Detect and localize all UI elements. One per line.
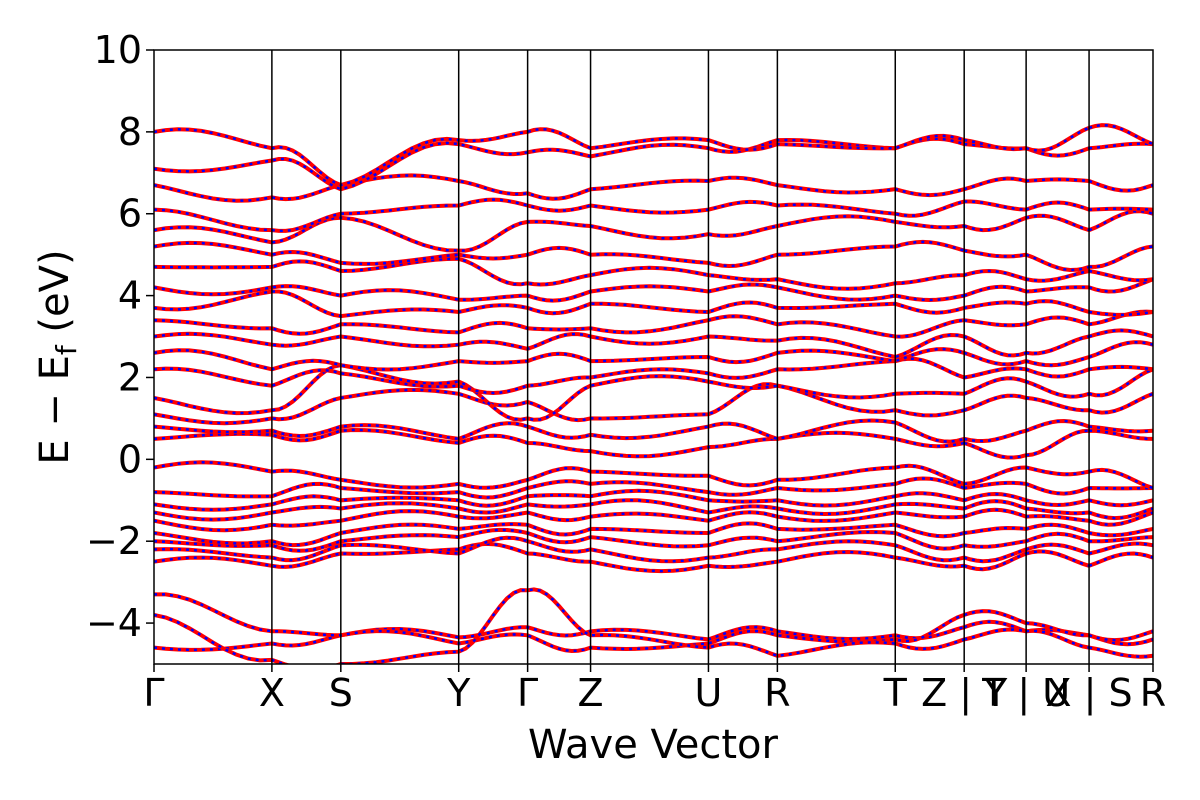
y-tick-label: 4 — [118, 274, 142, 318]
band-11-dotted — [154, 461, 1153, 490]
bands-layer — [154, 123, 1153, 664]
band-5-dotted — [154, 528, 1153, 553]
kpoint-label: U — [695, 671, 723, 715]
y-axis-label-main: E − E — [32, 355, 78, 465]
band-25-line — [154, 197, 1153, 233]
kpoint-label: Γ — [517, 671, 538, 715]
band-26-dotted — [154, 174, 1153, 202]
kpoint-label: X | S — [1046, 671, 1133, 716]
band-0-line — [154, 619, 1153, 652]
y-tick-label: 0 — [118, 437, 142, 481]
band-1-dotted — [154, 593, 1153, 653]
band-7-dotted — [154, 508, 1153, 532]
band-13-line — [154, 418, 1153, 444]
band-23-dotted — [154, 240, 1153, 272]
band-20-line — [154, 289, 1153, 319]
band-9-dotted — [154, 489, 1153, 512]
kpoint-lines — [271, 50, 1090, 664]
band-18-dotted — [154, 329, 1153, 359]
band-21-dotted — [154, 278, 1153, 302]
kpoint-label: Γ — [143, 671, 164, 715]
y-tick-label: −4 — [86, 601, 142, 645]
band-15-dotted — [154, 363, 1153, 422]
y-ticks: −4 −2 0 2 4 6 8 10 — [86, 28, 154, 645]
kpoint-label: Z | Y — [921, 671, 1008, 716]
band-6-dotted — [154, 522, 1153, 547]
band-17-dotted — [154, 340, 1153, 371]
y-tick-label: 10 — [94, 28, 142, 72]
kpoint-label: S — [329, 671, 353, 715]
kpoint-label: T — [883, 671, 908, 715]
kpoint-label: T | U — [981, 671, 1070, 716]
x-axis-label: Wave Vector — [528, 722, 779, 768]
band-10-dotted — [154, 477, 1153, 499]
y-axis-label-unit: (eV) — [32, 249, 78, 345]
band-28-dotted — [154, 123, 1153, 187]
y-tick-label: −2 — [86, 519, 142, 563]
band-4-line — [154, 535, 1153, 564]
band-21-line — [154, 277, 1153, 303]
band-19-line — [154, 309, 1153, 339]
y-tick-label: 8 — [118, 110, 142, 154]
kpoint-label: R — [1140, 671, 1166, 715]
kpoint-label: Z — [578, 671, 604, 715]
band-14-dotted — [154, 382, 1153, 425]
kpoint-label: R — [764, 671, 790, 715]
band-27-dotted — [154, 137, 1153, 191]
band-19-dotted — [154, 310, 1153, 338]
band-2-dotted — [154, 588, 1153, 664]
band-3-dotted — [154, 542, 1153, 573]
plot-frame — [153, 49, 1154, 665]
kpoint-label: Y — [446, 671, 471, 715]
y-axis-label-sub: f — [50, 344, 83, 355]
band-8-dotted — [154, 498, 1153, 521]
band-16-line — [154, 356, 1153, 396]
y-tick-label: 6 — [118, 192, 142, 236]
band-22-line — [154, 256, 1153, 291]
y-tick-label: 2 — [118, 355, 142, 399]
band-28-line — [154, 123, 1153, 188]
kpoint-label: X — [259, 671, 285, 715]
band-24-dotted — [154, 209, 1153, 252]
band-0-dotted — [154, 620, 1153, 652]
y-axis-label: E − Ef (eV) — [32, 249, 83, 464]
band-12-dotted — [154, 428, 1153, 459]
